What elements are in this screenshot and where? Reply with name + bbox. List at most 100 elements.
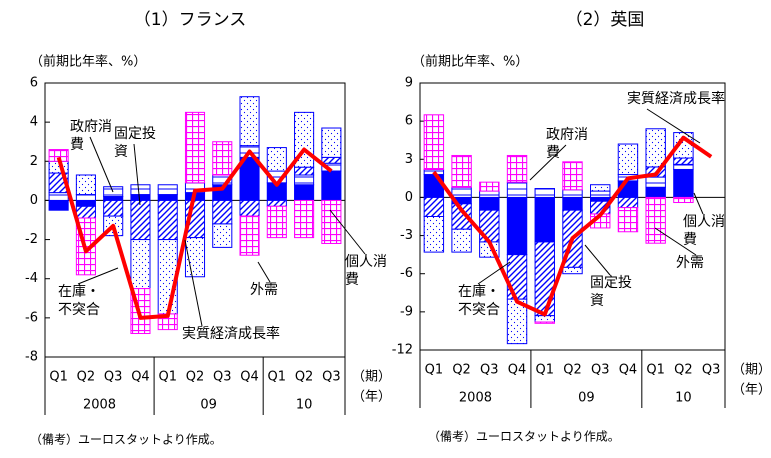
bar-segment	[562, 189, 583, 198]
y-tick-label: -9	[400, 304, 413, 319]
y-tick-label: 2	[30, 154, 38, 169]
series-annotation: 在庫・不突合	[58, 284, 100, 318]
bar-segment	[451, 228, 472, 253]
leader-line	[646, 108, 701, 144]
bar-segment	[506, 181, 528, 198]
y-tick-label: 0	[405, 190, 413, 205]
bar-segment	[130, 184, 151, 196]
y-tick-label: 9	[405, 76, 413, 91]
x-tick-label: Q3	[480, 363, 499, 378]
bar-segment	[423, 216, 445, 253]
series-annotation: 個人消費	[345, 254, 387, 288]
bar-segment	[239, 215, 260, 256]
bar-segment	[645, 186, 666, 198]
series-annotation: 外需	[250, 282, 278, 298]
bar-segment	[534, 315, 555, 323]
series-annotation: 実質経済成長率	[182, 326, 280, 342]
leader-line	[584, 244, 611, 276]
x-tick-label: Q3	[591, 363, 610, 378]
bar-segment	[321, 170, 342, 201]
bar-segment	[479, 181, 500, 192]
bar-segment	[266, 147, 287, 172]
x-unit-label: （年）	[352, 390, 391, 405]
bar-segment	[645, 176, 666, 188]
bar-segment	[212, 223, 233, 248]
y-tick-label: -4	[25, 271, 38, 286]
bar-segment	[184, 111, 206, 184]
bar-segment	[617, 143, 639, 176]
y-tick-label: 6	[405, 114, 413, 129]
bar-segment	[294, 174, 315, 186]
bar-segment	[645, 128, 666, 168]
bar-segment	[534, 196, 555, 243]
bar-segment	[673, 163, 694, 170]
bar-segment	[590, 190, 611, 198]
leader-line	[77, 267, 119, 285]
x-tick-label: Q3	[702, 363, 721, 378]
series-annotation: 政府消費	[70, 119, 112, 153]
bar-segment	[75, 194, 96, 201]
leader-line	[184, 239, 203, 327]
plot-frame	[419, 82, 726, 351]
bar-segment	[506, 196, 528, 256]
bar-segment	[451, 154, 472, 188]
leader-line	[133, 143, 141, 206]
bar-segment	[48, 192, 69, 201]
bar-segment	[423, 114, 445, 170]
year-label: 10	[296, 398, 313, 413]
x-unit-label: （期）	[352, 370, 391, 385]
y-tick-label: -12	[392, 343, 413, 358]
bar-segment	[321, 156, 342, 164]
bar-segment	[266, 205, 287, 239]
bar-segment	[130, 199, 151, 241]
bar-segment	[562, 266, 583, 275]
series-annotation: 固定投資	[114, 126, 156, 160]
chart-title: （1）フランス	[134, 10, 246, 30]
bar-segment	[479, 190, 500, 198]
bar-segment	[617, 196, 639, 209]
x-tick-label: Q4	[131, 370, 150, 385]
bar-segment	[534, 321, 555, 324]
bar-segment	[590, 196, 611, 202]
year-label: 09	[200, 398, 217, 413]
bar-segment	[212, 199, 233, 225]
year-label: 09	[578, 391, 595, 406]
bar-segment	[103, 196, 124, 201]
bar-segment	[617, 207, 639, 233]
bar-segment	[294, 199, 315, 239]
x-tick-label: Q1	[158, 370, 177, 385]
x-tick-label: Q3	[322, 370, 341, 385]
x-tick-label: Q1	[536, 363, 555, 378]
year-label: 10	[675, 391, 692, 406]
x-tick-label: Q3	[213, 370, 232, 385]
bar-segment	[48, 199, 69, 211]
bar-segment	[673, 168, 694, 198]
x-tick-label: Q3	[104, 370, 123, 385]
series-annotation: 政府消費	[546, 127, 588, 161]
series-annotation: 外需	[676, 255, 704, 271]
note: （備考）ユーロスタットより作成。	[428, 429, 620, 444]
bar-segment	[157, 194, 178, 201]
bar-segment	[673, 196, 694, 204]
y-tick-label: 6	[30, 76, 38, 91]
bar-segment	[534, 188, 555, 198]
bar-segment	[294, 166, 315, 176]
x-tick-label: Q4	[508, 363, 527, 378]
growth-line	[56, 147, 333, 320]
x-tick-label: Q2	[295, 370, 314, 385]
bar-segment	[130, 239, 151, 289]
y-tick-label: 4	[30, 115, 38, 130]
y-tick-label: 3	[405, 152, 413, 167]
leader-line	[89, 136, 114, 193]
x-tick-label: Q2	[77, 370, 96, 385]
bar-segment	[423, 196, 445, 218]
x-unit-label: （期）	[732, 363, 771, 378]
bar-segment	[321, 127, 342, 158]
series-annotation: 在庫・不突合	[458, 284, 500, 318]
x-tick-label: Q1	[49, 370, 68, 385]
bar-segment	[451, 186, 472, 198]
bar-segment	[562, 161, 583, 191]
leader-line	[257, 261, 271, 283]
y-axis-label: （前期比年率、%）	[30, 54, 146, 70]
